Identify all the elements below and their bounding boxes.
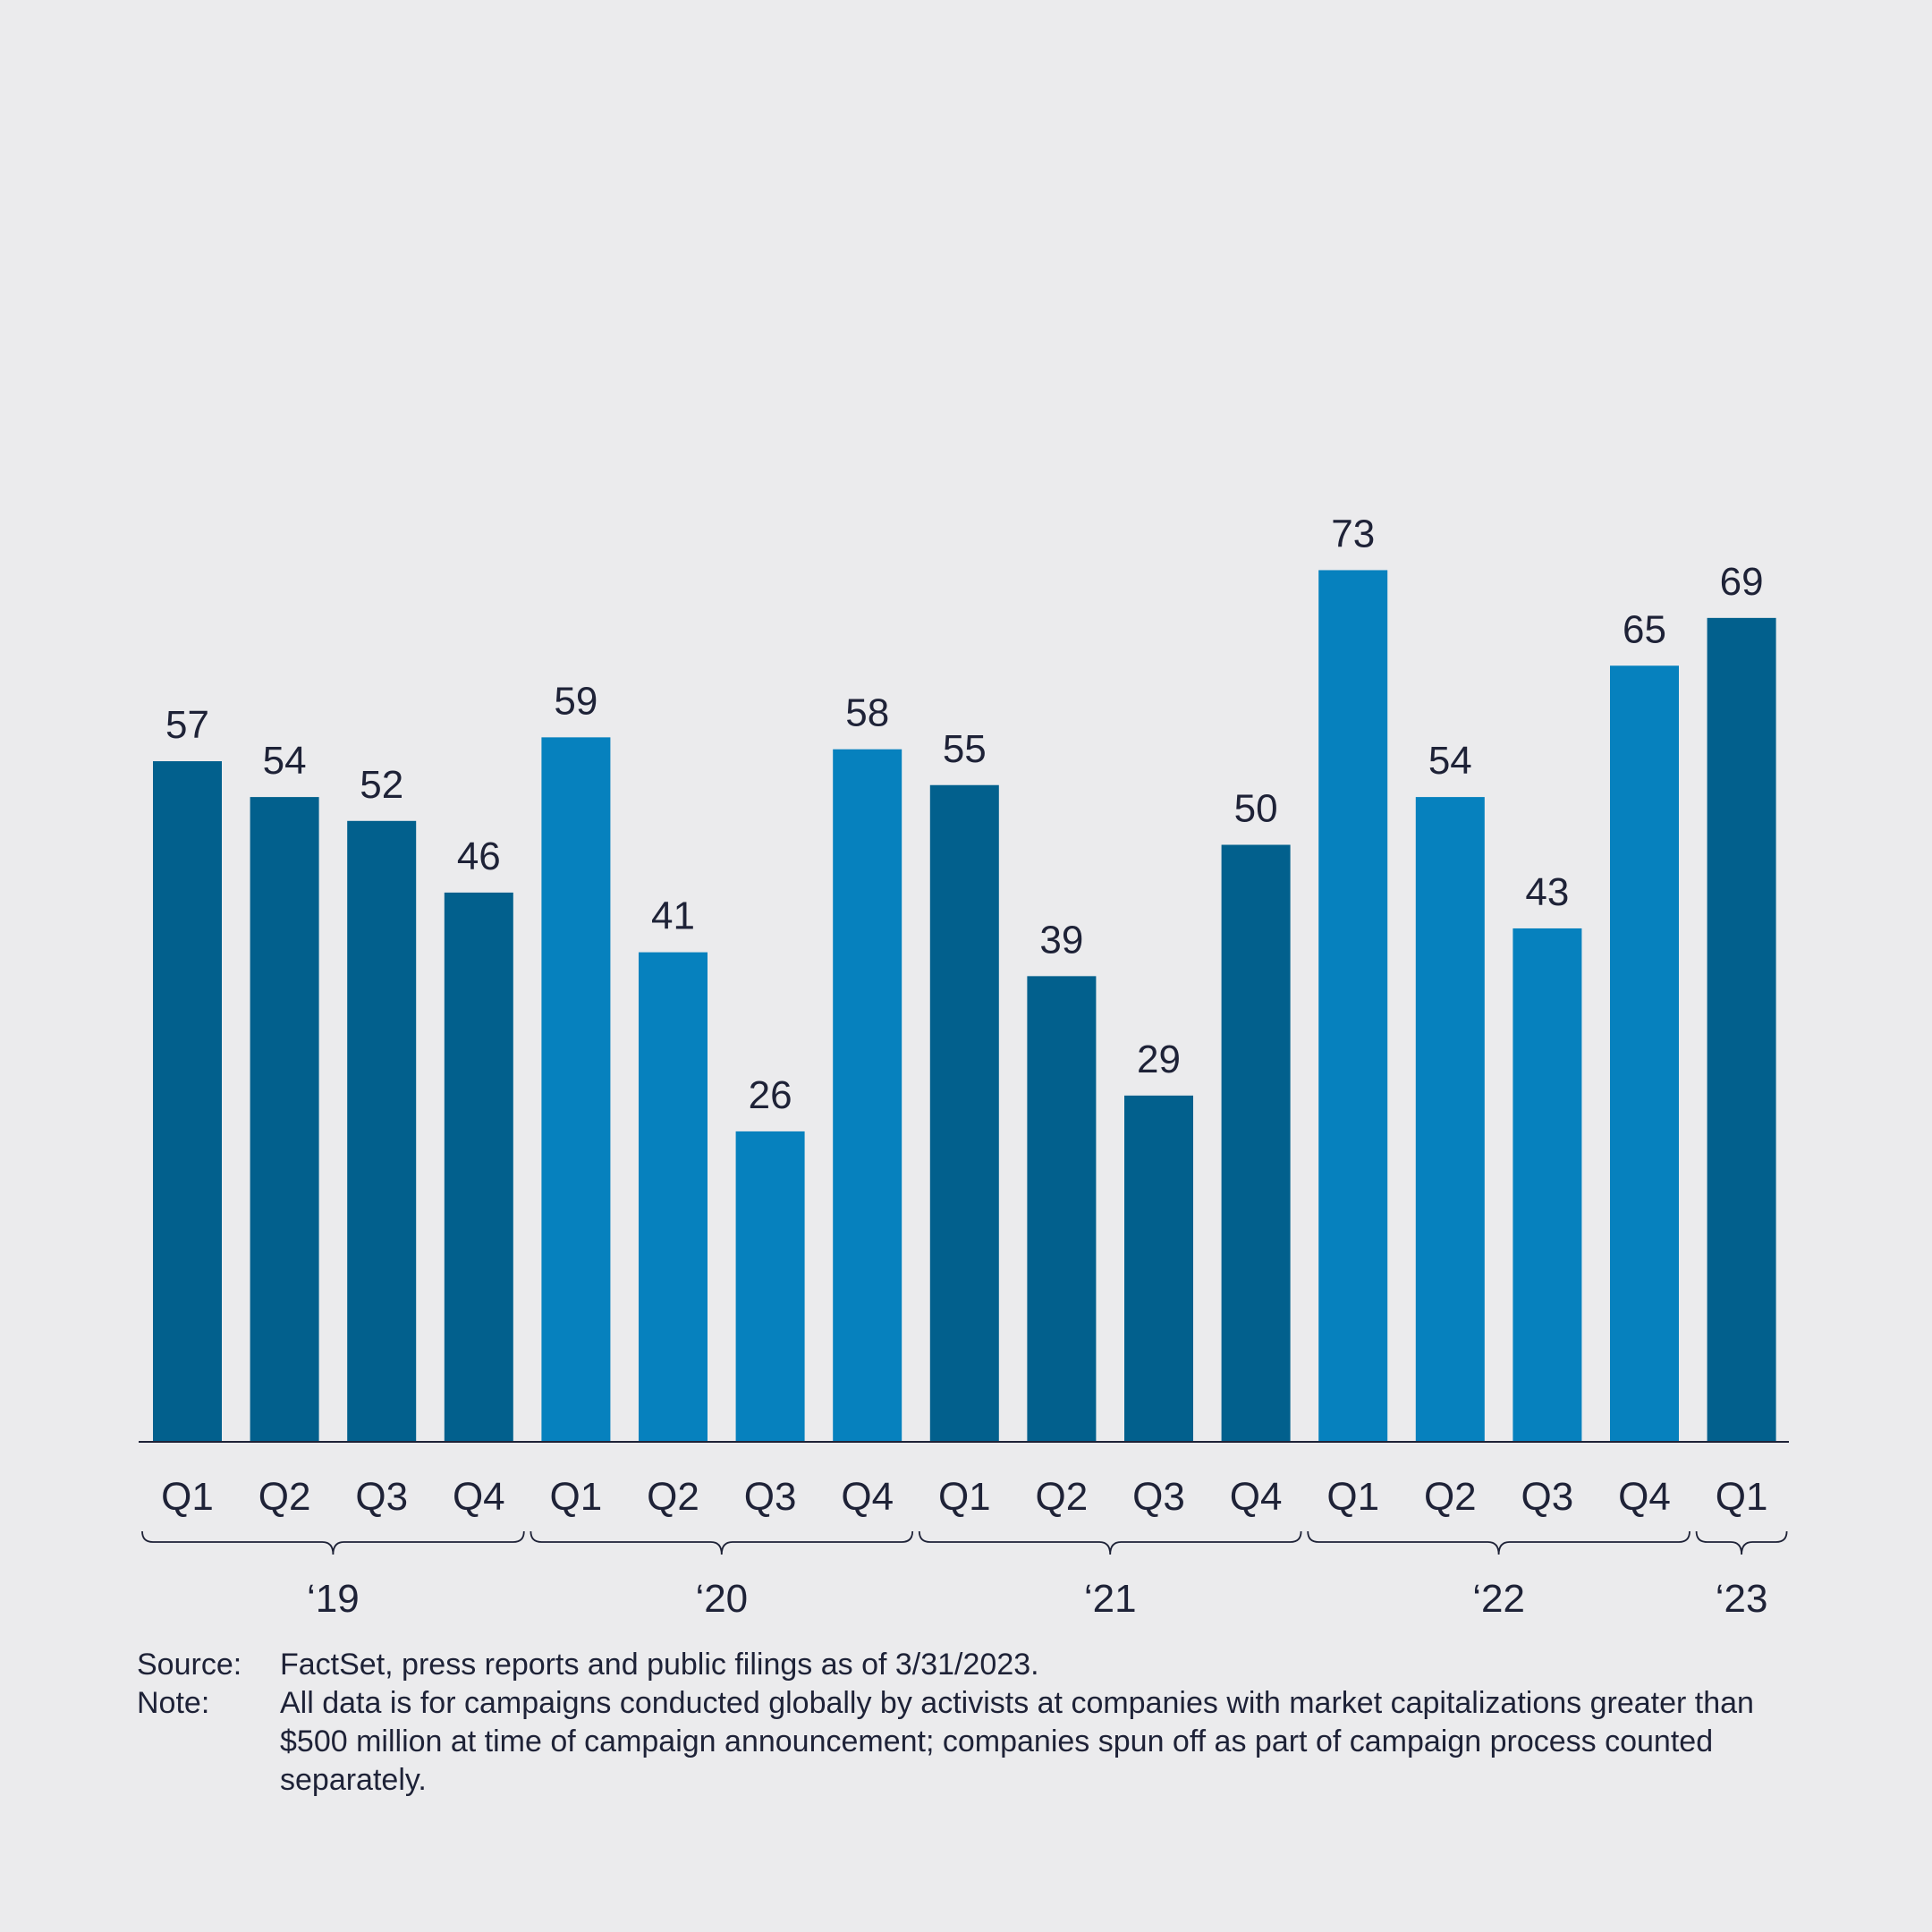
year-label: ‘19	[307, 1577, 360, 1621]
bar	[153, 761, 222, 1442]
source-text: FactSet, press reports and public filing…	[280, 1648, 1039, 1682]
source-row: Source: FactSet, press reports and publi…	[137, 1646, 1818, 1684]
bar	[250, 797, 319, 1442]
x-tick-label: Q3	[1521, 1475, 1574, 1519]
bar	[1221, 844, 1291, 1442]
year-label: ‘23	[1716, 1577, 1768, 1621]
x-tick-label: Q2	[1424, 1475, 1477, 1519]
footnotes: Source: FactSet, press reports and publi…	[137, 1646, 1818, 1800]
year-brace	[1307, 1530, 1690, 1555]
bar	[347, 820, 417, 1442]
x-tick-label: Q4	[1230, 1475, 1283, 1519]
x-tick-label: Q2	[1036, 1475, 1089, 1519]
x-tick-label: Q2	[258, 1475, 311, 1519]
bar	[735, 1131, 805, 1442]
bar	[1027, 976, 1097, 1442]
data-label: 54	[263, 739, 307, 783]
data-label: 69	[1720, 560, 1764, 604]
data-label: 52	[360, 763, 403, 807]
x-tick-label: Q3	[744, 1475, 797, 1519]
data-label: 43	[1525, 870, 1569, 914]
x-tick-label: Q3	[355, 1475, 408, 1519]
bar	[1415, 797, 1485, 1442]
year-label: ‘21	[1084, 1577, 1137, 1621]
source-label: Source:	[137, 1648, 242, 1682]
data-label: 41	[651, 894, 695, 938]
data-label: 57	[165, 703, 209, 747]
x-tick-label: Q1	[938, 1475, 991, 1519]
data-label: 46	[457, 835, 501, 878]
bar	[833, 749, 902, 1442]
data-label: 58	[845, 691, 889, 735]
x-tick-label: Q2	[647, 1475, 699, 1519]
data-label: 55	[943, 727, 987, 771]
bar-chart: 57 Q1 54 Q2 52 Q3 46 Q4 59 Q1 41 Q2 26 Q3 58 Q4 55 Q1 39 Q2…	[139, 512, 1789, 1621]
bar	[1513, 928, 1582, 1442]
x-tick-label: Q1	[1326, 1475, 1379, 1519]
bar	[541, 737, 611, 1442]
x-tick-label: Q4	[1618, 1475, 1671, 1519]
x-tick-label: Q1	[550, 1475, 603, 1519]
note-row: Note: All data is for campaigns conducte…	[137, 1684, 1818, 1800]
year-brace	[918, 1530, 1302, 1555]
data-label: 26	[749, 1073, 792, 1117]
bar	[1610, 665, 1679, 1442]
x-tick-label: Q1	[1716, 1475, 1768, 1519]
data-label: 39	[1039, 918, 1083, 962]
note-text: All data is for campaigns conducted glob…	[280, 1686, 1754, 1797]
data-label: 73	[1331, 512, 1375, 555]
chart-svg: 57 Q1 54 Q2 52 Q3 46 Q4 59 Q1 41 Q2 26 Q3 58 Q4 55 Q1 39 Q2…	[139, 512, 1789, 1621]
data-label: 65	[1623, 607, 1666, 651]
year-brace	[1695, 1530, 1788, 1555]
bar	[444, 892, 513, 1442]
note-label: Note:	[137, 1686, 210, 1720]
bar	[1124, 1095, 1193, 1442]
bar	[929, 784, 999, 1442]
bar	[1318, 570, 1388, 1442]
x-tick-label: Q4	[453, 1475, 505, 1519]
data-label: 50	[1234, 787, 1278, 831]
year-label: ‘20	[695, 1577, 748, 1621]
year-label: ‘22	[1472, 1577, 1525, 1621]
data-label: 54	[1428, 739, 1472, 783]
x-tick-label: Q3	[1132, 1475, 1185, 1519]
bar	[1707, 617, 1776, 1442]
bar	[639, 952, 708, 1442]
year-brace	[141, 1530, 525, 1555]
year-brace	[530, 1530, 914, 1555]
x-tick-label: Q1	[161, 1475, 214, 1519]
data-label: 59	[554, 679, 597, 723]
x-tick-label: Q4	[841, 1475, 894, 1519]
data-label: 29	[1137, 1038, 1181, 1081]
